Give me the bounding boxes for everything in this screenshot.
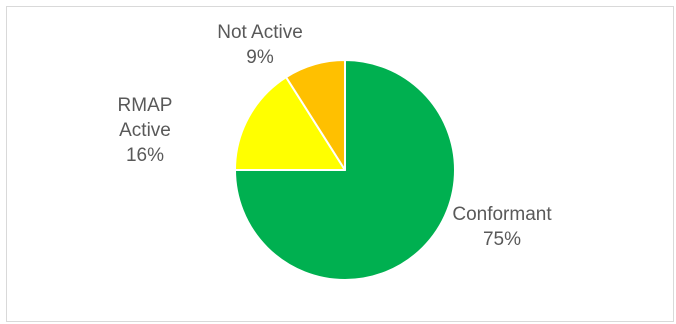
slice-name-line-1: RMAP (117, 95, 173, 116)
slice-label-conformant: Conformant 75% (432, 202, 572, 252)
slice-label-rmap-active: RMAP Active 16% (100, 93, 190, 168)
slice-name: Not Active (217, 22, 303, 43)
slice-label-not-active: Not Active 9% (200, 20, 320, 70)
pie-slice-not-active (285, 59, 346, 171)
slice-value: 16% (125, 145, 165, 166)
slice-name: Conformant (452, 204, 552, 225)
slice-name-line-2: Active (119, 120, 171, 141)
pie-slice-rmap-active (234, 76, 346, 171)
slice-value: 75% (482, 229, 522, 250)
slice-value: 9% (246, 47, 274, 68)
